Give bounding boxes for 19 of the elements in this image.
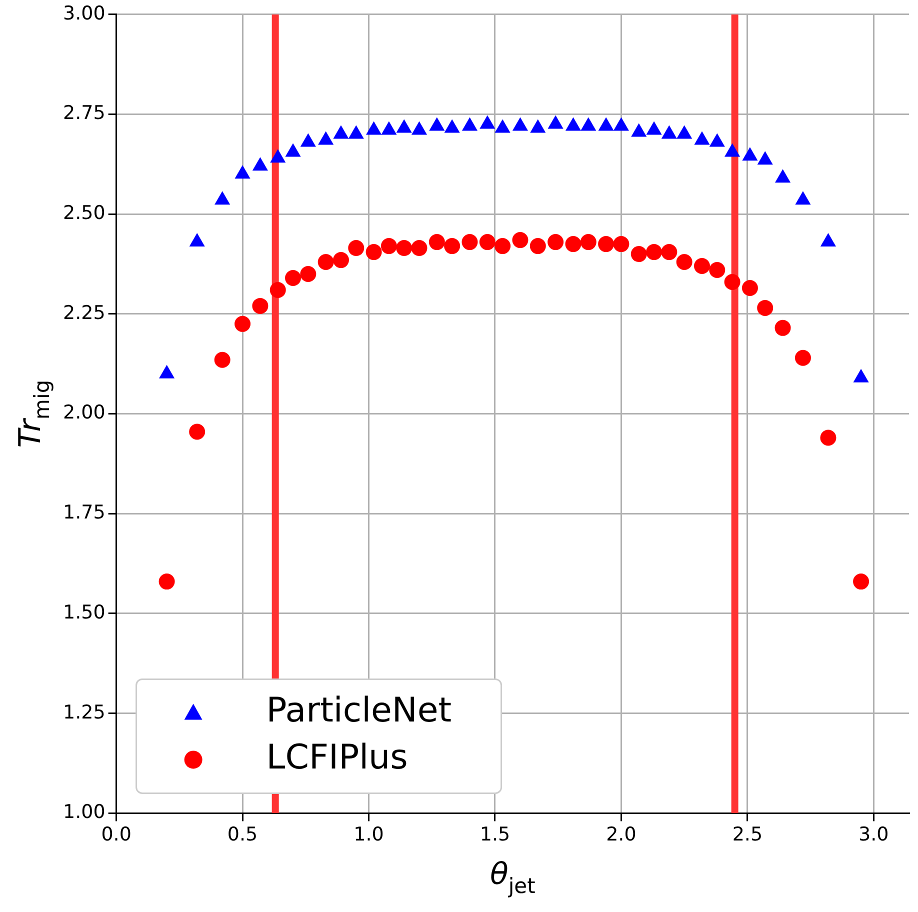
x-tick-label: 2.0 (606, 824, 636, 846)
x-tick-label: 0.5 (227, 824, 258, 846)
y-tick-label: 1.25 (62, 701, 106, 724)
y-tick-label: 2.75 (62, 102, 106, 124)
legend-label: LCFIPlus (266, 738, 408, 778)
x-tick-label: 1.0 (354, 824, 384, 846)
x-tick-label: 0.0 (101, 824, 132, 846)
x-tick-label: 1.5 (480, 824, 510, 846)
legend-label: ParticleNet (266, 690, 452, 731)
y-tick-label: 2.25 (62, 302, 106, 324)
y-axis-title: Trmig (13, 380, 54, 448)
y-tick-label: 1.50 (62, 601, 106, 624)
x-tick-label: 3.0 (858, 824, 889, 846)
y-tick-label: 2.50 (62, 202, 106, 224)
y-tick-label: 3.00 (62, 2, 106, 24)
y-tick-label: 1.00 (62, 801, 106, 824)
y-tick-label: 1.75 (62, 502, 106, 524)
x-tick-label: 2.5 (732, 824, 763, 846)
y-tick-label: 2.00 (62, 402, 106, 424)
